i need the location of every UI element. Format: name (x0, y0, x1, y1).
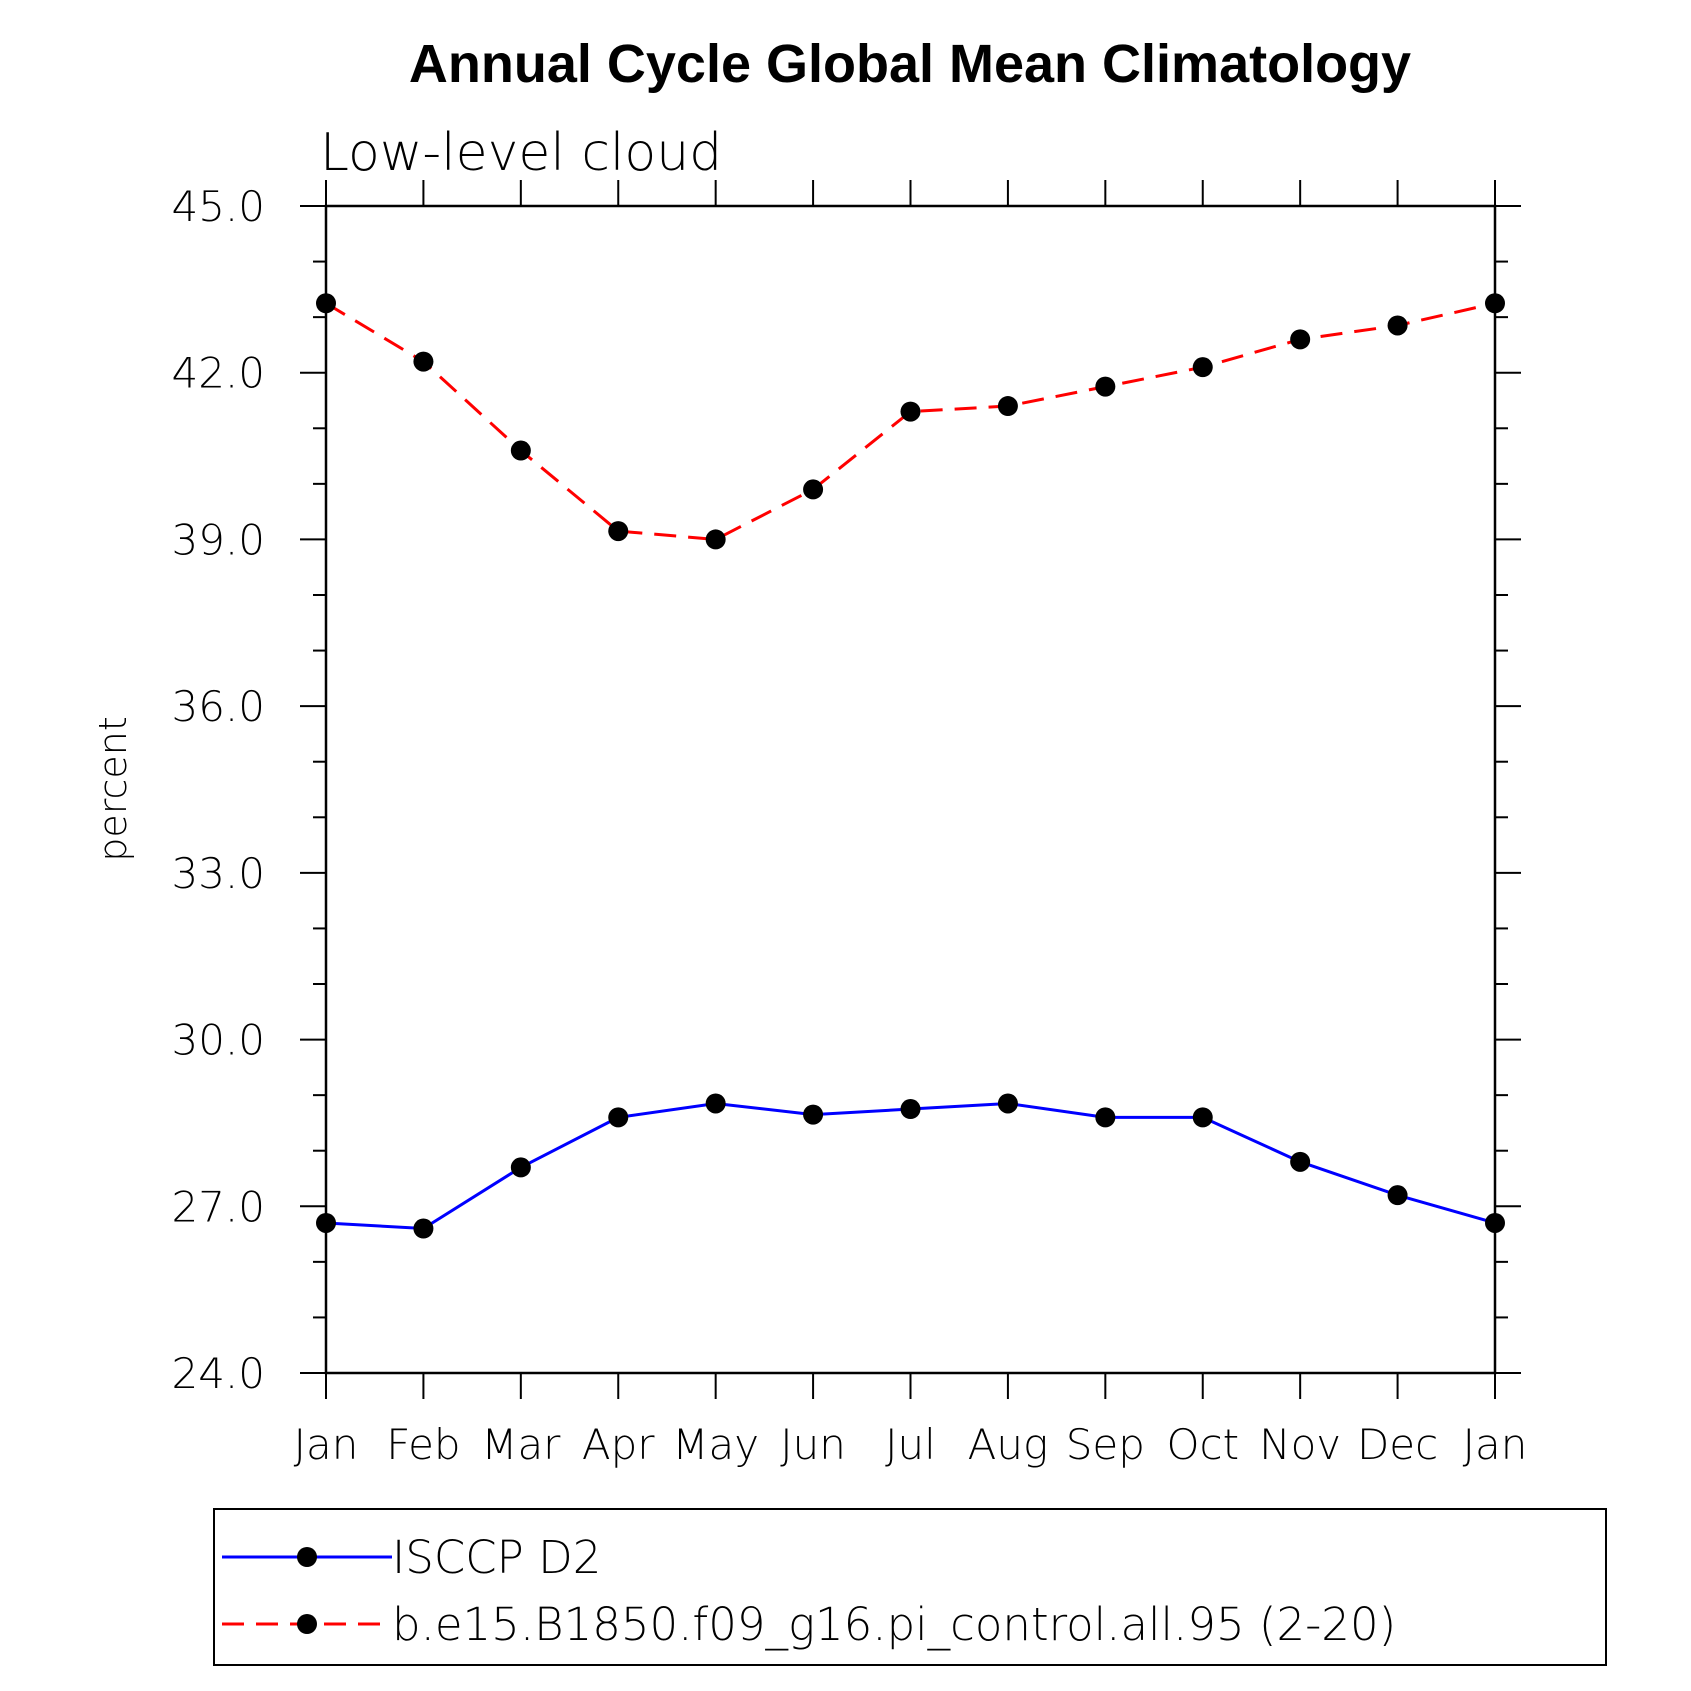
series-1-point (1192, 357, 1213, 378)
y-tick-label: 30.0 (171, 1016, 265, 1065)
series-0-point (1095, 1107, 1116, 1128)
series-0-point (316, 1212, 336, 1233)
x-tick-label: Feb (386, 1420, 460, 1469)
series-0-point (1485, 1212, 1505, 1233)
x-tick-label: Nov (1259, 1420, 1341, 1469)
series-layer (316, 293, 1505, 1239)
series-0-point (1387, 1185, 1408, 1206)
x-tick-label: Jan (1463, 1420, 1528, 1469)
series-1-point (1387, 315, 1408, 336)
y-tick-label: 24.0 (171, 1349, 265, 1398)
series-0-point (705, 1093, 726, 1114)
series-1-point (900, 401, 921, 422)
series-1-point (1095, 376, 1116, 397)
x-tick-label: Apr (582, 1420, 655, 1469)
series-0-point (803, 1104, 824, 1125)
series-1-point (510, 440, 531, 461)
series-1-point (608, 521, 629, 542)
series-1-point (803, 479, 824, 500)
series-0-point (413, 1218, 434, 1239)
y-tick-label: 39.0 (171, 515, 265, 564)
series-0-point (997, 1093, 1018, 1114)
series-1-point (705, 529, 726, 550)
y-tick-label: 45.0 (171, 182, 265, 231)
y-axis-ticks: 24.0 27.0 30.0 33.0 36.0 39.0 42.0 45.0 (171, 182, 1521, 1398)
y-tick-label: 36.0 (171, 682, 265, 731)
series-0-point (1192, 1107, 1213, 1128)
legend-box (213, 1508, 1607, 1666)
series-1-point (316, 293, 336, 314)
series-0-point (608, 1107, 629, 1128)
series-0-point (1290, 1151, 1311, 1172)
plot-frame (324, 204, 1497, 1375)
legend-label-1: b.e15.B1850.f09_g16.pi_control.all.95 (2… (392, 1598, 1396, 1651)
x-tick-label: Aug (968, 1420, 1049, 1469)
y-axis-label: percent (91, 716, 135, 862)
series-1-point (413, 351, 434, 372)
legend-label-0: ISCCP D2 (392, 1531, 601, 1584)
chart-subtitle: Low-level cloud (320, 123, 722, 183)
y-tick-label: 27.0 (171, 1182, 265, 1231)
legend-marker-1 (297, 1614, 317, 1634)
x-axis-ticks: Jan Feb Mar Apr May Jun Jul Aug Sep Oct Nov Dec Jan (294, 180, 1528, 1469)
series-line-0 (325, 1101, 1496, 1231)
x-tick-label: Jun (780, 1420, 846, 1469)
series-1-point (1485, 293, 1505, 314)
chart-title: Annual Cycle Global Mean Climatology (409, 34, 1411, 94)
y-tick-label: 33.0 (171, 849, 265, 898)
series-1-point (1290, 329, 1311, 350)
y-tick-label: 42.0 (171, 349, 265, 398)
series-1-point (997, 396, 1018, 417)
legend: ISCCP D2 b.e15.B1850.f09_g16.pi_control.a… (222, 1531, 1396, 1651)
x-tick-label: May (672, 1420, 759, 1469)
x-tick-label: Sep (1066, 1420, 1145, 1469)
series-0-point (510, 1157, 531, 1178)
x-tick-label: Mar (481, 1420, 561, 1469)
x-tick-label: Dec (1357, 1420, 1438, 1469)
series-0-point (900, 1099, 921, 1120)
x-tick-label: Jul (885, 1420, 936, 1469)
x-tick-label: Jan (294, 1420, 359, 1469)
x-tick-label: Oct (1166, 1420, 1239, 1469)
legend-marker-0 (297, 1547, 317, 1567)
